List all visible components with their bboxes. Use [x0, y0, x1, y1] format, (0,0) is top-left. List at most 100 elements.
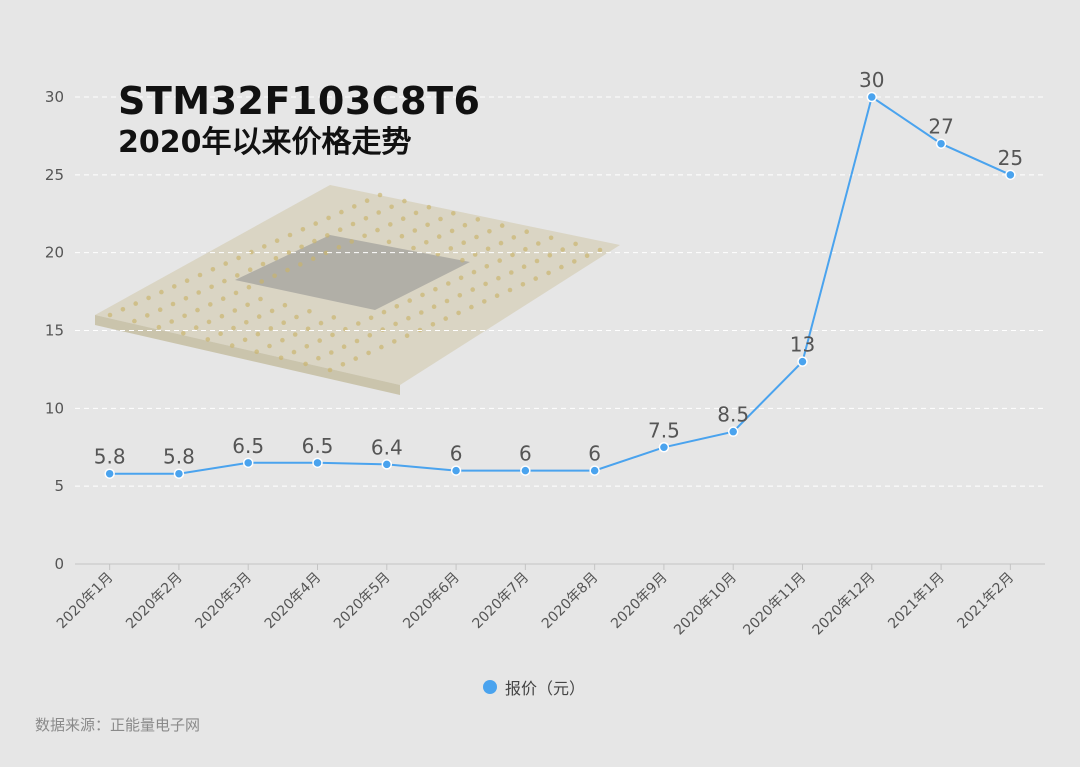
chip-pin [413, 210, 419, 216]
chip-pin [318, 320, 324, 326]
chip-pin [469, 304, 474, 310]
chip-pin [282, 302, 288, 308]
data-label: 5.8 [94, 445, 126, 469]
x-tick-label: 2020年8月 [539, 570, 602, 633]
chip-pin [220, 296, 226, 302]
chip-pin [223, 261, 228, 266]
chip-pin [317, 338, 323, 343]
chip-pin [411, 245, 416, 251]
chip-pin [330, 332, 335, 338]
data-point[interactable] [797, 356, 808, 367]
chip-pin [433, 286, 438, 292]
chip-pin [132, 318, 137, 324]
chip-pin [474, 234, 479, 240]
data-point[interactable] [589, 465, 600, 476]
chip-pin [291, 349, 297, 355]
chip-pin [376, 210, 382, 215]
chip-pin [229, 343, 235, 348]
chip-pin [412, 228, 418, 233]
chart-subtitle: 2020年以来价格走势 [118, 125, 412, 160]
chip-pin [494, 293, 500, 299]
legend-swatch [483, 680, 497, 694]
chip-pin [312, 238, 317, 244]
chip-pin [172, 284, 177, 289]
chip-pin [451, 211, 456, 216]
chip-pin [482, 299, 487, 304]
data-point[interactable] [1005, 169, 1016, 181]
data-label: 30 [859, 68, 884, 92]
chip-edge [95, 315, 400, 395]
data-source: 数据来源：正能量电子网 [35, 716, 201, 734]
chip-pin [548, 235, 554, 241]
chip-pin [475, 217, 481, 222]
chip-pin [286, 250, 292, 255]
chip-pin [278, 355, 284, 361]
x-tick-label: 2020年10月 [671, 570, 740, 639]
chip-pin [470, 287, 476, 292]
x-tick-label: 2020年7月 [470, 570, 533, 633]
data-point[interactable] [450, 465, 462, 476]
title-block: STM32F103C8T6 2020年以来价格走势 [118, 78, 480, 162]
chip-pin [362, 233, 367, 239]
chip-pin [352, 204, 357, 209]
chip-pin [406, 315, 411, 321]
data-point[interactable] [173, 468, 185, 479]
chip-pin [299, 244, 304, 250]
data-label: 6.5 [232, 434, 264, 458]
data-point[interactable] [866, 91, 878, 103]
chip-pin [572, 259, 577, 264]
chip-pin [169, 319, 174, 324]
chip-pin [219, 313, 225, 319]
chip-pin [280, 337, 285, 343]
chip-pin [393, 321, 398, 327]
y-tick-label: 10 [45, 399, 64, 417]
data-point[interactable] [104, 468, 115, 479]
data-label: 25 [998, 146, 1023, 170]
data-point[interactable] [242, 457, 254, 469]
chip-pin [547, 253, 553, 258]
chip-pin [487, 229, 492, 234]
chip-pin [394, 304, 400, 309]
chip-pin [368, 315, 374, 321]
chip-pin [233, 290, 239, 296]
chip-pin [456, 310, 461, 316]
chip-pin [380, 327, 386, 332]
data-label: 6 [450, 442, 463, 466]
chip-pin [462, 222, 468, 228]
legend-label: 报价（元） [505, 679, 586, 698]
chip-pin [258, 296, 263, 302]
chip-pin [331, 315, 337, 320]
data-label: 5.8 [163, 445, 195, 469]
chip-pin [389, 204, 394, 210]
chip-pin [206, 319, 212, 325]
chip-pin [245, 302, 250, 308]
x-tick-label: 2021年1月 [885, 570, 948, 633]
data-point[interactable] [381, 459, 393, 470]
chip-pin [458, 275, 464, 281]
chip-pin [366, 350, 371, 356]
chip-pin [222, 278, 227, 284]
data-point[interactable] [658, 442, 670, 453]
legend[interactable]: 报价（元） [483, 675, 585, 699]
chip-pin [260, 261, 266, 267]
chip-die [235, 235, 470, 310]
chip-pin [287, 232, 293, 238]
x-tick-label: 2020年5月 [331, 570, 394, 633]
chip-pin [193, 325, 199, 330]
chip-pin [426, 204, 432, 210]
chip-pin [182, 313, 187, 319]
chip-pin [407, 298, 413, 303]
chip-pin [184, 278, 190, 284]
chip-pin [498, 240, 504, 246]
x-tick-label: 2021年2月 [955, 570, 1018, 633]
cpu-chip-illustration [95, 185, 620, 395]
data-point[interactable] [520, 465, 531, 476]
chip-pin [272, 273, 277, 279]
chip-pin [313, 221, 319, 226]
chip-pin [356, 321, 361, 326]
data-point[interactable] [312, 457, 323, 469]
chip-pin [496, 275, 501, 281]
data-point[interactable] [935, 138, 947, 149]
chip-pin [156, 324, 162, 330]
data-point[interactable] [727, 426, 739, 437]
